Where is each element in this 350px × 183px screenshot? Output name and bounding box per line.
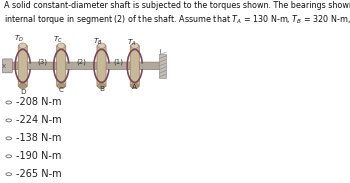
FancyBboxPatch shape	[18, 45, 27, 87]
Text: internal torque in segment (2) of the shaft. Assume that $T_A$ = 130 N-m, $T_B$ : internal torque in segment (2) of the sh…	[4, 13, 350, 26]
Circle shape	[6, 101, 12, 104]
Circle shape	[6, 173, 12, 176]
Ellipse shape	[98, 83, 105, 89]
Text: A solid constant-diameter shaft is subjected to the torques shown. The bearings : A solid constant-diameter shaft is subje…	[4, 1, 350, 10]
Text: $T_A$: $T_A$	[127, 38, 137, 48]
FancyBboxPatch shape	[159, 54, 166, 78]
Ellipse shape	[131, 83, 139, 89]
Ellipse shape	[98, 43, 105, 48]
Text: -138 N-m: -138 N-m	[16, 133, 62, 143]
Ellipse shape	[131, 43, 139, 48]
Text: B: B	[99, 86, 104, 92]
Text: $T_D$: $T_D$	[14, 34, 23, 44]
Text: x: x	[2, 63, 6, 69]
Ellipse shape	[57, 83, 65, 89]
FancyBboxPatch shape	[6, 62, 164, 70]
Circle shape	[6, 119, 12, 122]
Text: $T_B$: $T_B$	[93, 36, 103, 47]
Text: D: D	[20, 89, 26, 95]
Text: (2): (2)	[76, 59, 86, 66]
Text: $T_C$: $T_C$	[53, 35, 63, 45]
Text: C: C	[59, 87, 64, 94]
FancyBboxPatch shape	[130, 45, 139, 87]
Text: (3): (3)	[37, 59, 47, 66]
Circle shape	[6, 137, 12, 140]
FancyBboxPatch shape	[2, 59, 12, 73]
Text: (1): (1)	[113, 59, 123, 66]
FancyBboxPatch shape	[57, 45, 66, 87]
Ellipse shape	[19, 43, 27, 48]
FancyBboxPatch shape	[97, 45, 106, 87]
Text: -224 N-m: -224 N-m	[16, 115, 62, 125]
Ellipse shape	[19, 83, 27, 89]
Ellipse shape	[57, 43, 65, 48]
Text: -265 N-m: -265 N-m	[16, 169, 62, 179]
Text: -208 N-m: -208 N-m	[16, 98, 62, 107]
Circle shape	[6, 155, 12, 158]
Text: A: A	[132, 84, 137, 90]
Text: -190 N-m: -190 N-m	[16, 151, 62, 161]
